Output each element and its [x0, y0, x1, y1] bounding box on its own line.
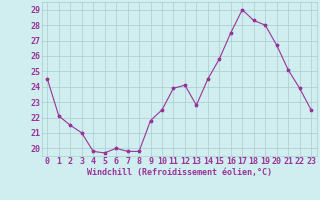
X-axis label: Windchill (Refroidissement éolien,°C): Windchill (Refroidissement éolien,°C): [87, 168, 272, 177]
